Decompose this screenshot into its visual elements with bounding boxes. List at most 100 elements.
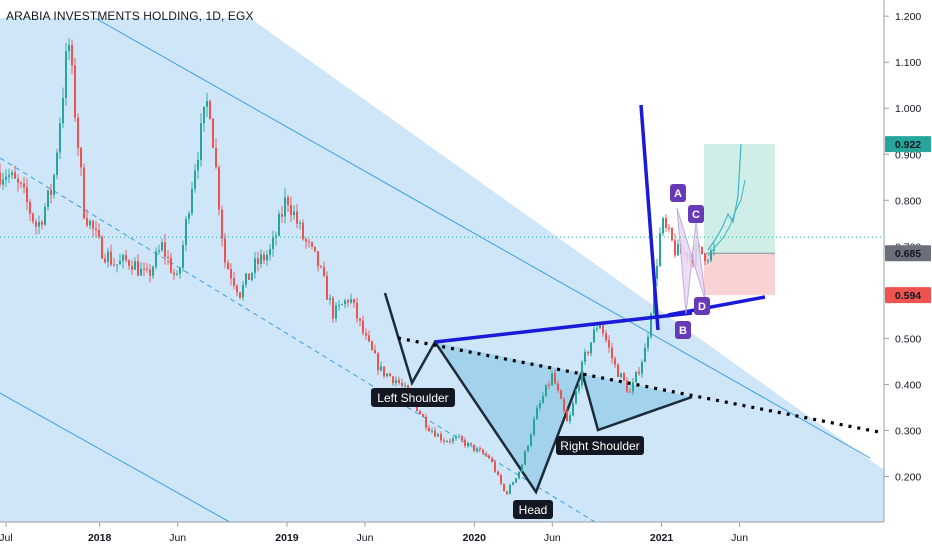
candle-body — [569, 415, 571, 422]
candle-body — [584, 351, 586, 362]
candle-body — [548, 384, 550, 386]
price-label-2: 0.594 — [895, 290, 921, 302]
candle-body — [245, 273, 247, 285]
candle-body — [293, 211, 295, 216]
candle-body — [170, 257, 172, 273]
candle-body — [527, 445, 529, 452]
candle-body — [104, 258, 106, 263]
candle-body — [185, 219, 187, 246]
x-tick-label: Jun — [169, 532, 186, 544]
price-label-1: 0.685 — [895, 248, 921, 260]
candle-body — [194, 170, 196, 189]
candle-body — [335, 305, 337, 319]
candle-body — [494, 461, 496, 472]
candle-body — [356, 302, 358, 319]
candle-body — [500, 474, 502, 484]
candle-body — [497, 471, 499, 475]
candle-body — [53, 175, 55, 195]
candle-body — [368, 335, 370, 342]
head-shoulders-pattern — [383, 292, 693, 495]
candle-body — [308, 241, 310, 243]
abcd-badge-a — [670, 184, 686, 202]
candle-body — [530, 434, 532, 446]
candle-body — [572, 403, 574, 416]
abcd-point-a: A — [674, 188, 682, 200]
candle-body — [632, 382, 634, 392]
candle-body — [233, 278, 235, 286]
candle-body — [707, 260, 709, 262]
y-tick-label: 1.100 — [895, 57, 921, 69]
candle-body — [461, 436, 463, 441]
candle-body — [473, 444, 475, 451]
candle-body — [86, 218, 88, 226]
candle-body — [674, 240, 676, 256]
abcd-point-b: B — [679, 325, 687, 337]
price-label-bg — [885, 136, 931, 153]
candle-body — [248, 273, 250, 280]
flagpole-line — [639, 104, 660, 331]
pattern-label-bg — [371, 388, 455, 407]
candle-body — [47, 190, 49, 208]
candle-body — [251, 272, 253, 280]
y-tick-label: 0.800 — [895, 195, 921, 207]
candle-body — [0, 172, 1, 185]
candle-body — [515, 478, 517, 483]
candle-body — [659, 233, 661, 266]
candle-body — [278, 213, 280, 236]
candle-body — [557, 383, 559, 391]
y-tick-label: 0.300 — [895, 425, 921, 437]
candle-body — [617, 364, 619, 378]
candle-body — [596, 328, 598, 330]
candle-body — [479, 448, 481, 450]
candle-body — [329, 298, 331, 300]
candle-body — [11, 172, 13, 176]
candle-body — [128, 260, 130, 266]
candle-body — [623, 373, 625, 381]
candle-body — [341, 304, 343, 306]
channel-lower-line — [0, 392, 231, 522]
price-label-bg — [885, 287, 931, 304]
candle-body — [179, 267, 181, 274]
candle-body — [395, 380, 397, 384]
candle-body — [311, 242, 313, 247]
candle-body — [542, 396, 544, 403]
candle-body — [704, 253, 706, 261]
candle-body — [593, 329, 595, 343]
candle-body — [119, 260, 121, 265]
candle-body — [476, 448, 478, 451]
candle-body — [89, 220, 91, 226]
candle-body — [662, 218, 664, 234]
candle-body — [77, 117, 79, 148]
candle-body — [362, 320, 364, 334]
candle-body — [188, 213, 190, 220]
candle-body — [101, 236, 103, 259]
candle-body — [14, 172, 16, 179]
candle-body — [422, 414, 424, 417]
candle-body — [215, 147, 217, 168]
candle-body — [83, 167, 85, 219]
candle-body — [545, 384, 547, 397]
candle-body — [383, 366, 385, 377]
candle-body — [299, 222, 301, 224]
candle-body — [365, 333, 367, 336]
abcd-badge-c — [688, 205, 704, 223]
candle-body — [350, 299, 352, 303]
candle-body — [284, 197, 286, 217]
candle-body — [446, 441, 448, 443]
pattern-label-0: Left Shoulder — [377, 391, 448, 405]
candle-body — [353, 299, 355, 303]
candle-body — [377, 353, 379, 371]
candle-body — [668, 227, 670, 229]
candle-body — [176, 273, 178, 275]
candle-body — [116, 264, 118, 266]
candle-body — [482, 449, 484, 454]
candle-body — [281, 213, 283, 217]
candle-body — [326, 276, 328, 300]
candle-body — [638, 371, 640, 374]
price-label-0: 0.922 — [895, 139, 921, 151]
candle-body — [2, 179, 4, 185]
drawn-trendlines — [397, 104, 884, 435]
candle-body — [449, 441, 451, 443]
